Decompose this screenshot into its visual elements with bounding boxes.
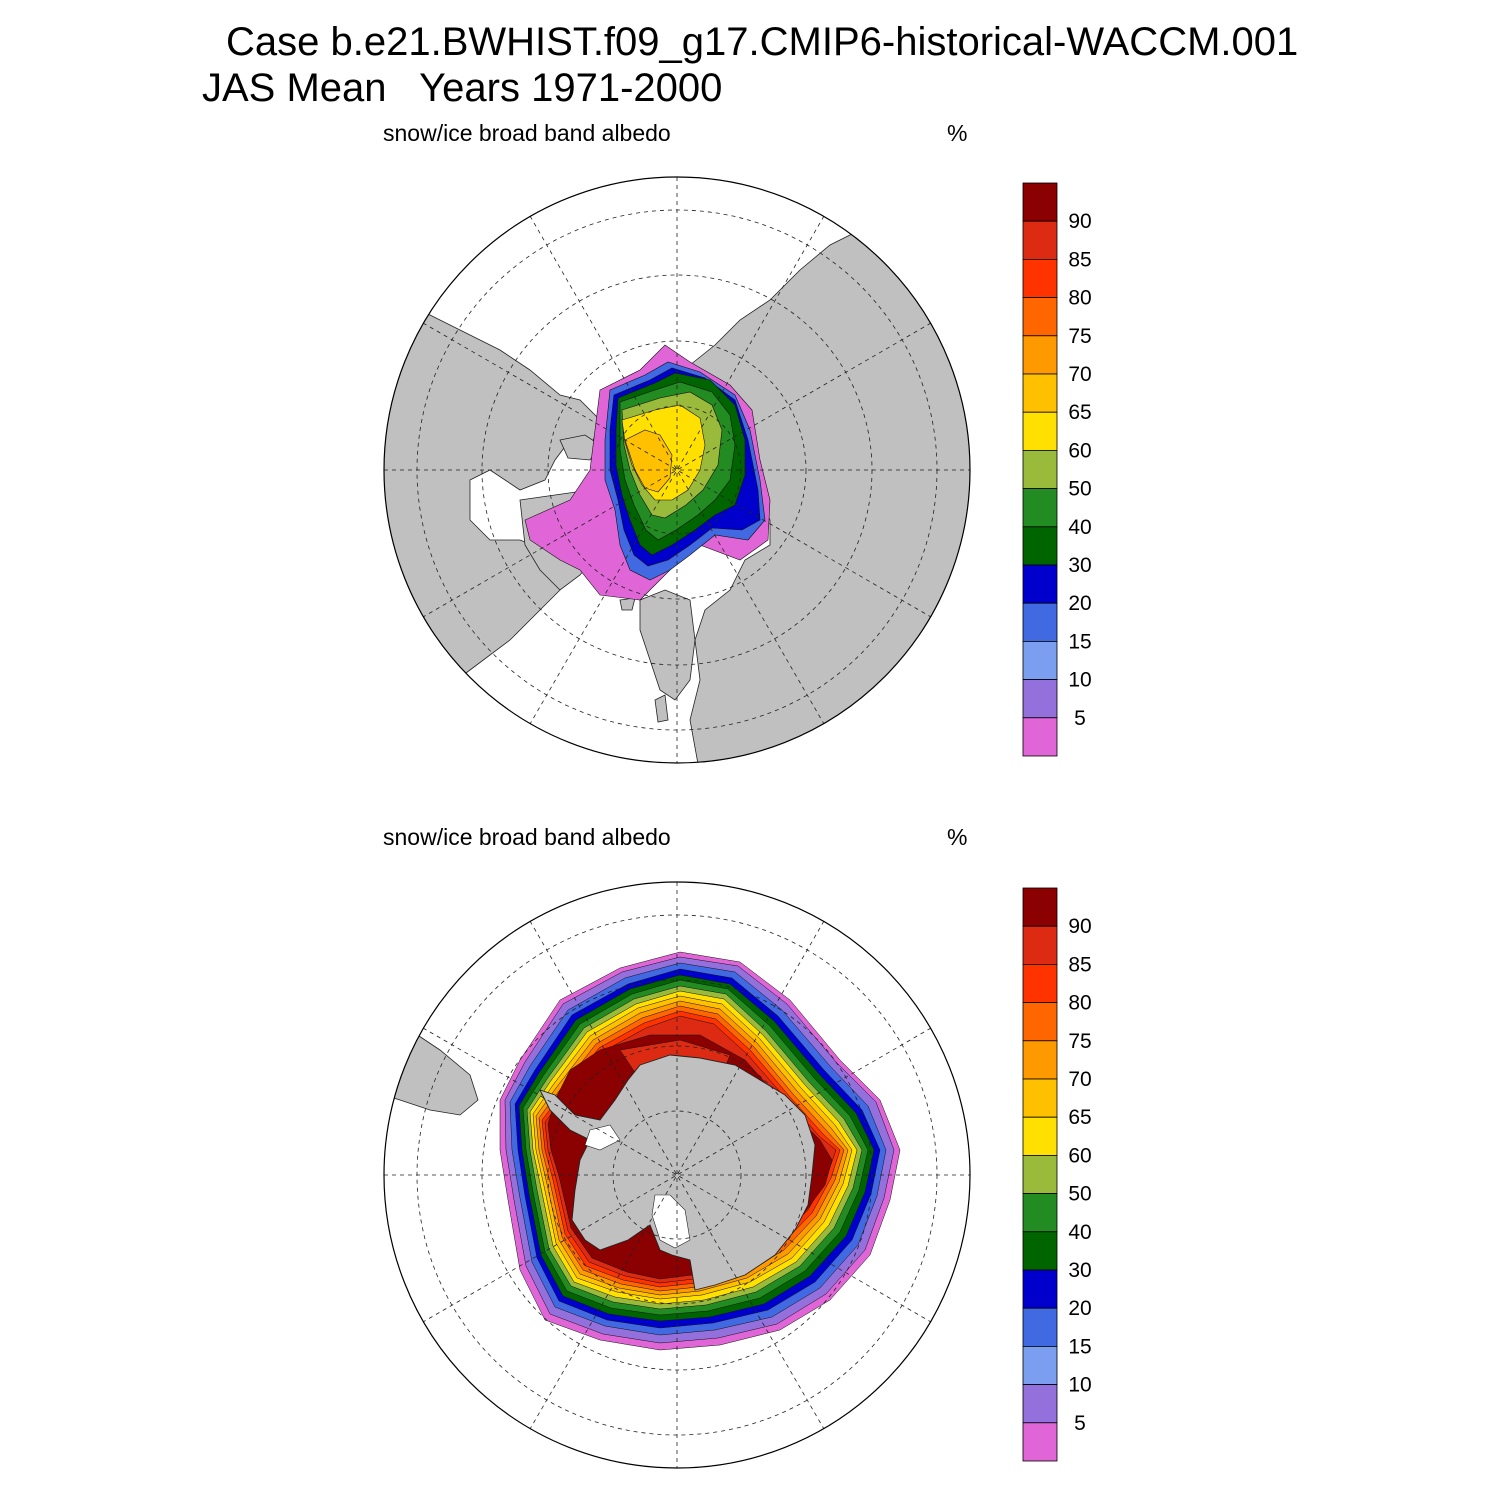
north-panel-variable-label: snow/ice broad band albedo	[383, 120, 671, 146]
case-title: Case b.e21.BWHIST.f09_g17.CMIP6-historic…	[226, 20, 1299, 64]
south-colorbar-box	[1022, 964, 1058, 1004]
north-panel-units-label: %	[947, 120, 968, 146]
south-polar-map	[383, 881, 971, 1469]
south-colorbar-box	[1022, 1422, 1058, 1462]
north-colorbar-box	[1022, 602, 1058, 642]
south-colorbar-tick-label: 70	[1068, 1068, 1091, 1091]
south-colorbar-tick-label: 85	[1068, 953, 1091, 976]
north-colorbar-box	[1022, 258, 1058, 298]
south-colorbar-tick-label: 60	[1068, 1144, 1091, 1167]
south-colorbar-tick-label: 40	[1068, 1221, 1091, 1244]
south-colorbar-tick-label: 30	[1068, 1259, 1091, 1282]
weddell-ice-shelf	[584, 1124, 621, 1151]
north-colorbar-box	[1022, 220, 1058, 260]
north-colorbar-box	[1022, 335, 1058, 375]
south-colorbar-tick-label: 80	[1068, 992, 1091, 1015]
south-graticule	[384, 882, 970, 1468]
south-colorbar-box	[1022, 1307, 1058, 1347]
south-colorbar-box	[1022, 1193, 1058, 1233]
south-colorbar: 90 85 80 75 70 65 60 50 40 30 20 15 10 5	[1022, 887, 1092, 1462]
south-colorbar-box	[1022, 1002, 1058, 1042]
south-panel-variable-label: snow/ice broad band albedo	[383, 824, 671, 850]
north-colorbar-tick-label: 75	[1068, 325, 1091, 348]
south-colorbar-box	[1022, 1384, 1058, 1424]
north-colorbar-box	[1022, 564, 1058, 604]
north-colorbar-box	[1022, 182, 1058, 222]
south-colorbar-tick-label: 50	[1068, 1183, 1091, 1206]
south-colorbar-box	[1022, 1155, 1058, 1195]
north-colorbar-box	[1022, 373, 1058, 413]
south-colorbar-tick-label: 20	[1068, 1297, 1091, 1320]
north-colorbar-tick-label: 85	[1068, 248, 1091, 271]
north-colorbar-tick-label: 20	[1068, 592, 1091, 615]
north-colorbar-box	[1022, 526, 1058, 566]
south-colorbar-box	[1022, 925, 1058, 965]
south-colorbar-tick-label: 90	[1068, 915, 1091, 938]
south-map-border	[383, 881, 971, 1469]
south-colorbar-tick-label: 15	[1068, 1335, 1091, 1358]
antarctica-landmass	[539, 1054, 816, 1291]
north-sea-ice	[524, 344, 771, 601]
south-colorbar-tick-label: 5	[1074, 1412, 1086, 1435]
north-colorbar-tick-label: 10	[1068, 669, 1091, 692]
north-colorbar-tick-label: 90	[1068, 210, 1091, 233]
north-colorbar-tick-label: 80	[1068, 287, 1091, 310]
south-colorbar-box	[1022, 1078, 1058, 1118]
north-colorbar-tick-label: 70	[1068, 363, 1091, 386]
north-colorbar-box	[1022, 297, 1058, 337]
south-colorbar-box	[1022, 1040, 1058, 1080]
north-colorbar: 90 85 80 75 70 65 60 50 40 30 20 15 10 5	[1022, 182, 1092, 757]
period-title: JAS Mean Years 1971-2000	[202, 66, 723, 110]
north-polar-map	[383, 176, 971, 764]
south-colorbar-box	[1022, 1269, 1058, 1309]
north-colorbar-box	[1022, 641, 1058, 681]
north-colorbar-box	[1022, 449, 1058, 489]
south-colorbar-box	[1022, 1116, 1058, 1156]
south-colorbar-box	[1022, 1231, 1058, 1271]
south-colorbar-tick-label: 65	[1068, 1106, 1091, 1129]
north-colorbar-tick-label: 60	[1068, 439, 1091, 462]
south-colorbar-box	[1022, 1346, 1058, 1386]
south-panel-units-label: %	[947, 824, 968, 850]
north-graticule	[384, 177, 970, 763]
north-colorbar-box	[1022, 717, 1058, 757]
north-colorbar-box	[1022, 411, 1058, 451]
north-map-border	[383, 176, 971, 764]
ross-ice-shelf	[651, 1194, 691, 1249]
north-colorbar-box	[1022, 679, 1058, 719]
south-colorbar-tick-label: 75	[1068, 1030, 1091, 1053]
south-colorbar-tick-label: 10	[1068, 1374, 1091, 1397]
north-colorbar-tick-label: 5	[1074, 707, 1086, 730]
north-colorbar-tick-label: 50	[1068, 478, 1091, 501]
north-colorbar-tick-label: 30	[1068, 554, 1091, 577]
north-colorbar-tick-label: 65	[1068, 401, 1091, 424]
north-colorbar-tick-label: 40	[1068, 516, 1091, 539]
north-colorbar-tick-label: 15	[1068, 630, 1091, 653]
north-colorbar-box	[1022, 488, 1058, 528]
south-colorbar-box	[1022, 887, 1058, 927]
